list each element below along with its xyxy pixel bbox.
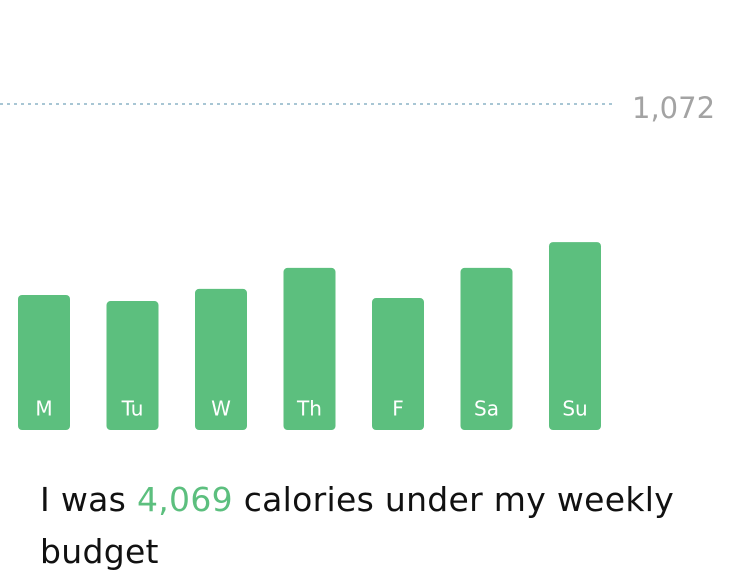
chart: 1,072 M Tu W Th F Sa Su xyxy=(0,91,715,430)
bar xyxy=(106,301,159,430)
bar xyxy=(195,288,247,430)
bar-label: W xyxy=(211,397,231,421)
bar-label: Sa xyxy=(474,397,499,421)
bar xyxy=(283,267,336,430)
bar xyxy=(372,298,424,430)
bar-label: F xyxy=(392,397,404,421)
bar-label: Th xyxy=(296,397,322,421)
bar xyxy=(18,294,70,430)
caption-highlight: 4,069 xyxy=(136,480,233,519)
bar xyxy=(460,267,513,430)
bar-label: M xyxy=(35,397,52,421)
bar-label: Tu xyxy=(121,397,144,421)
caption-prefix: I was xyxy=(40,480,127,519)
bar-label: Su xyxy=(562,397,587,421)
caption-suffix: calories under my weekly budget xyxy=(40,480,675,571)
bar xyxy=(549,242,601,430)
caption: I was 4,069 calories under my weekly bud… xyxy=(40,474,720,578)
reference-label: 1,072 xyxy=(632,91,715,125)
